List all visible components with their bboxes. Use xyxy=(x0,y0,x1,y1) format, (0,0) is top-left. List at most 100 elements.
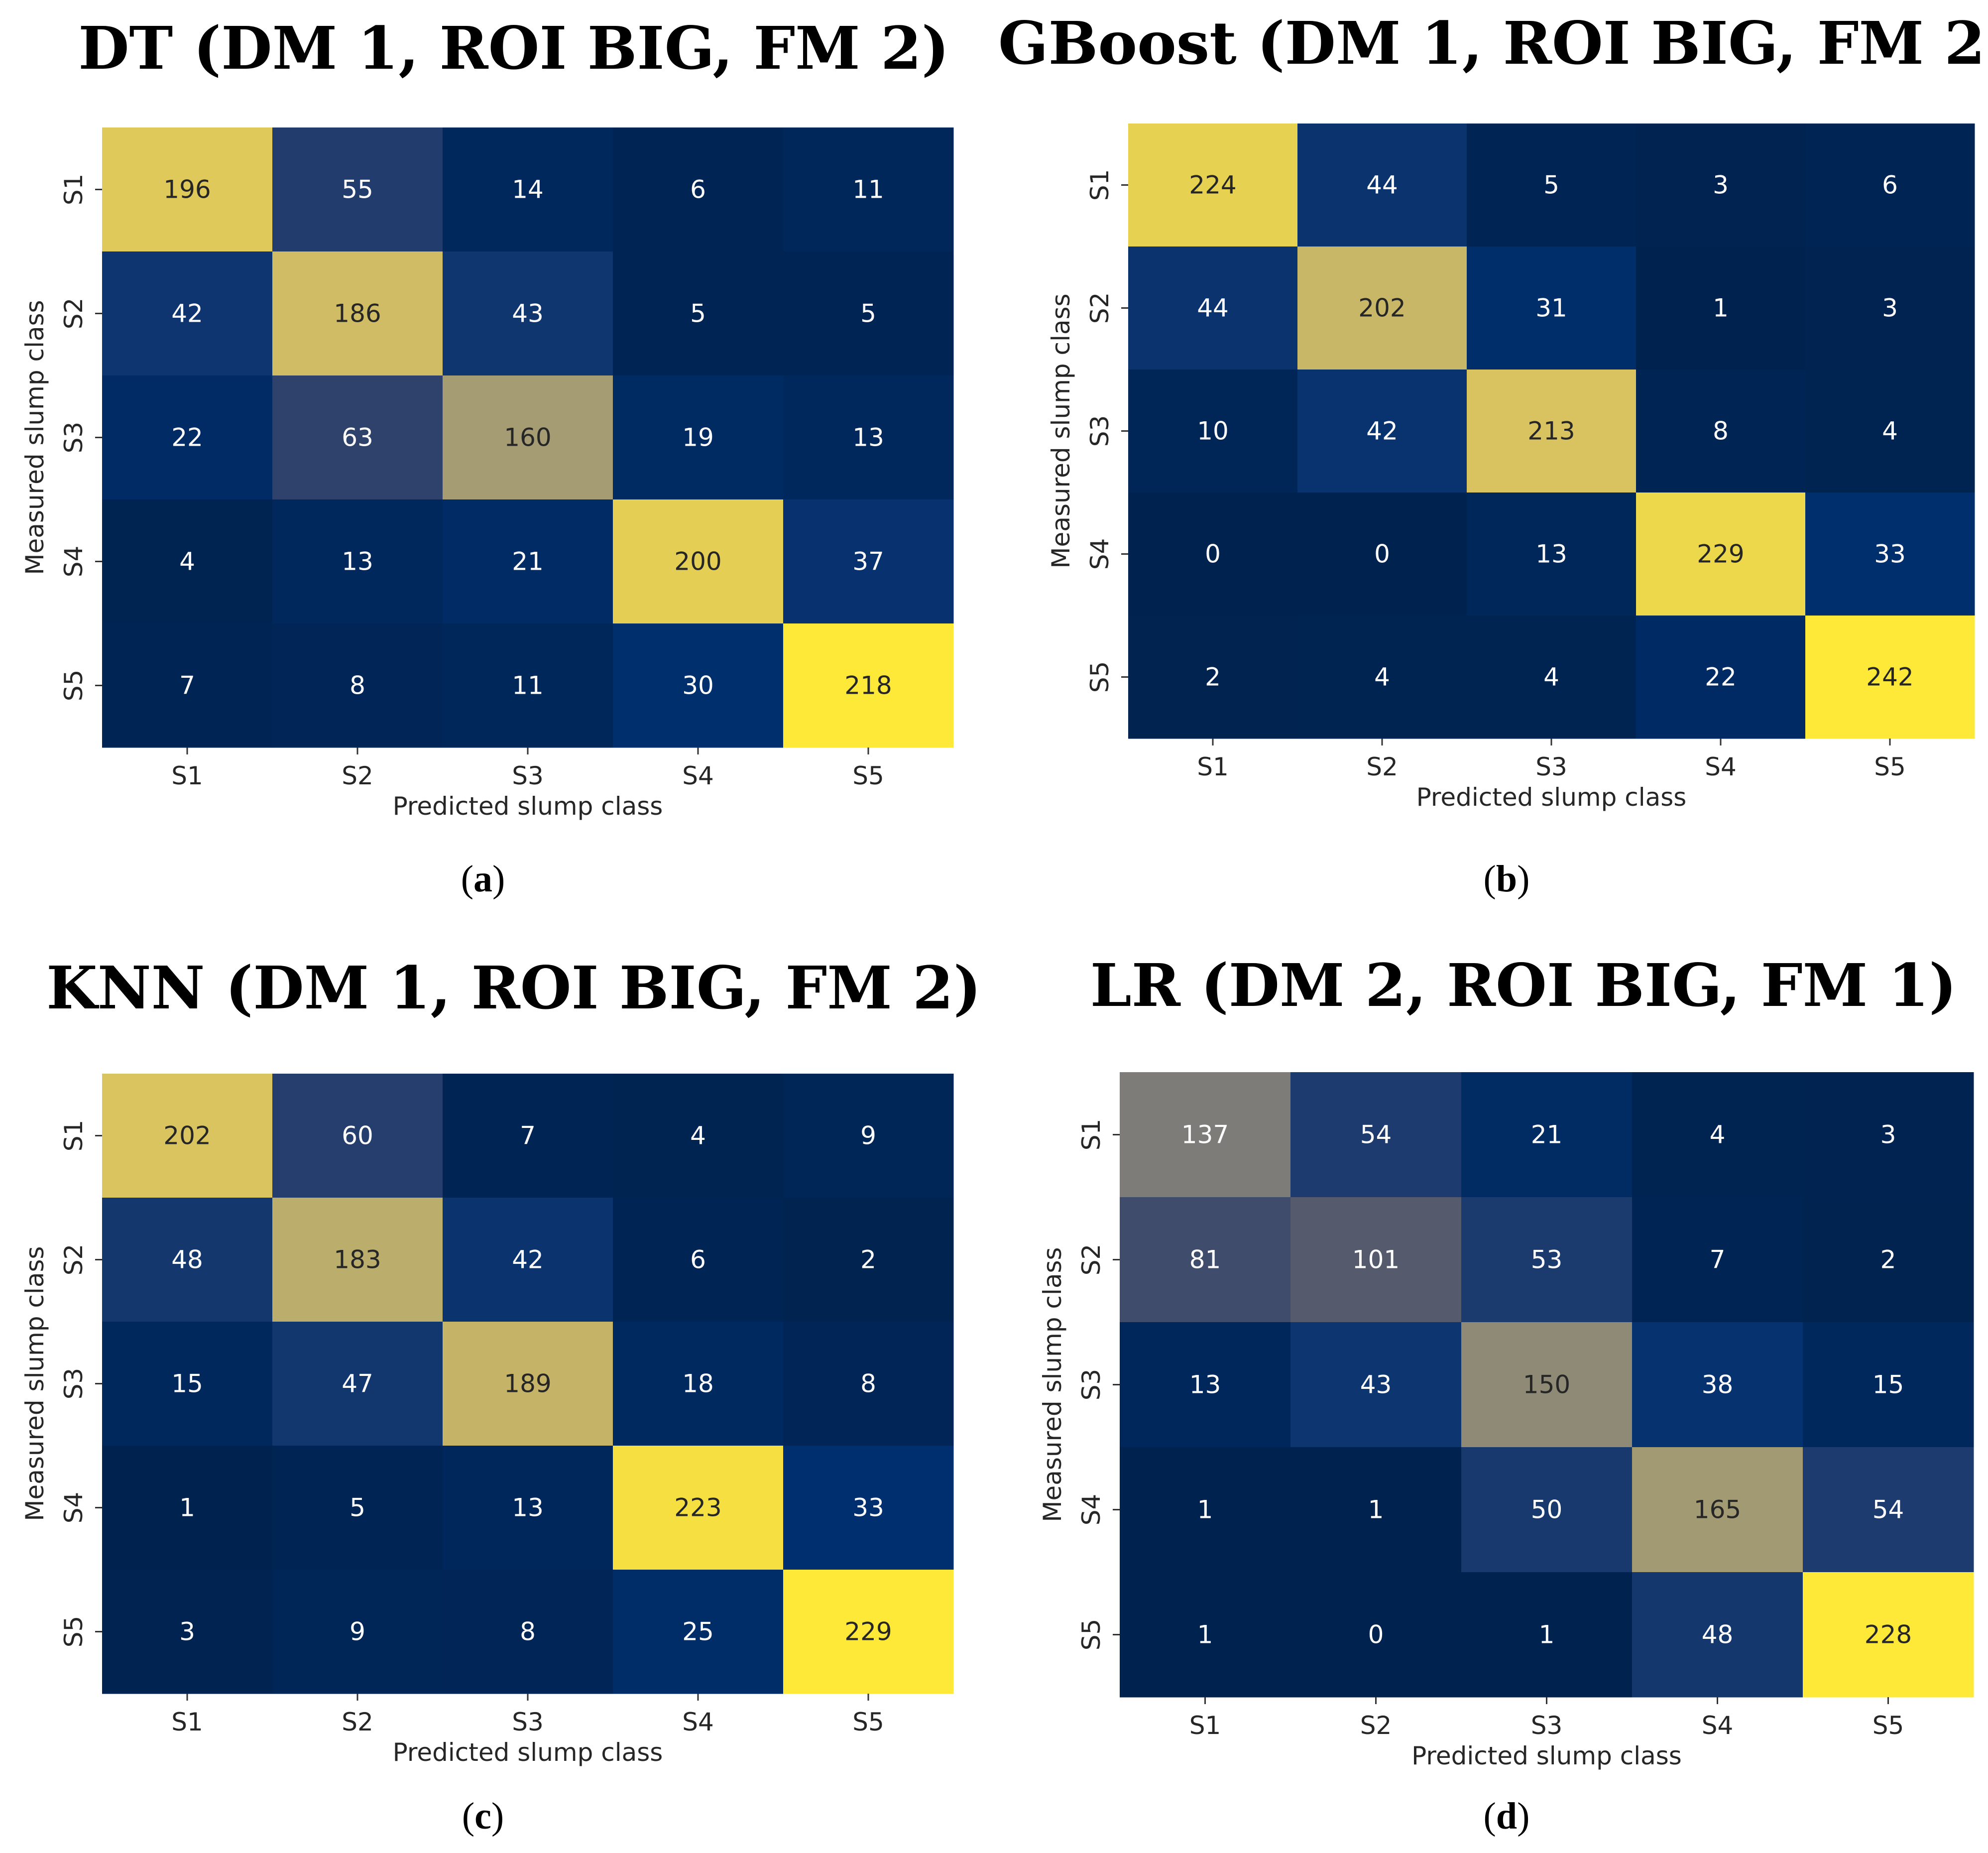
y-tick-label: S5 xyxy=(1077,1619,1106,1651)
cell-value-label: 1 xyxy=(1197,1495,1213,1524)
cell-value-label: 165 xyxy=(1694,1495,1741,1524)
cell-value-label: 21 xyxy=(1531,1120,1563,1149)
heatmap-cell xyxy=(443,1322,613,1446)
x-tick-label: S3 xyxy=(1535,752,1567,781)
heatmap-cell xyxy=(102,1198,273,1322)
heatmap-cell xyxy=(443,1074,613,1198)
cell-value-label: 13 xyxy=(512,1493,544,1522)
heatmap-cell xyxy=(443,127,613,252)
cell-value-label: 218 xyxy=(844,671,892,700)
heatmap-cell xyxy=(613,1446,784,1570)
heatmap-cell xyxy=(783,499,954,624)
y-tick-label: S3 xyxy=(1077,1369,1106,1401)
y-tick-label: S4 xyxy=(59,546,88,578)
heatmap-cell xyxy=(1461,1447,1633,1573)
cell-value-label: 42 xyxy=(512,1245,544,1274)
cell-value-label: 196 xyxy=(163,175,211,204)
heatmap-cell xyxy=(1636,370,1806,493)
x-axis-label: Predicted slump class xyxy=(393,792,663,821)
cell-value-label: 1 xyxy=(1368,1495,1384,1524)
heatmap-cell xyxy=(272,251,443,376)
cell-value-label: 54 xyxy=(1360,1120,1392,1149)
heatmap-cell xyxy=(783,1322,954,1446)
heatmap-cell xyxy=(1128,247,1298,370)
cell-value-label: 6 xyxy=(690,1245,706,1274)
x-axis-label: Predicted slump class xyxy=(1416,783,1687,812)
heatmap-cell xyxy=(613,127,784,252)
cell-value-label: 30 xyxy=(682,671,714,700)
heatmap-cell xyxy=(1467,616,1637,739)
x-tick-label: S5 xyxy=(1874,752,1906,781)
heatmap-cell xyxy=(1128,493,1298,616)
cell-value-label: 47 xyxy=(342,1369,373,1398)
heatmap-cell xyxy=(1632,1322,1803,1448)
heatmap-cell xyxy=(1805,370,1975,493)
cell-value-label: 1 xyxy=(179,1493,195,1522)
y-axis-label: Measured slump class xyxy=(20,300,49,575)
heatmap-cell xyxy=(102,623,273,748)
heatmap-cell xyxy=(783,251,954,376)
heatmap-cell xyxy=(443,251,613,376)
y-tick-label: S4 xyxy=(1085,538,1114,570)
cell-value-label: 4 xyxy=(1710,1120,1726,1149)
heatmap-cell xyxy=(1805,616,1975,739)
heatmap-cell xyxy=(272,1322,443,1446)
cell-value-label: 0 xyxy=(1368,1620,1384,1649)
heatmap-cell xyxy=(102,1322,273,1446)
cell-value-label: 186 xyxy=(334,299,381,328)
heatmap-cell xyxy=(272,499,443,624)
cell-value-label: 13 xyxy=(852,423,884,452)
heatmap-cell xyxy=(272,1570,443,1694)
cell-value-label: 101 xyxy=(1352,1245,1400,1274)
y-tick-label: S3 xyxy=(59,422,88,454)
cell-value-label: 1 xyxy=(1197,1620,1213,1649)
cell-value-label: 228 xyxy=(1865,1620,1912,1649)
x-tick-label: S5 xyxy=(1872,1711,1904,1740)
cell-value-label: 4 xyxy=(1374,663,1390,692)
cell-value-label: 10 xyxy=(1197,417,1229,446)
cell-value-label: 9 xyxy=(350,1617,365,1646)
x-tick-label: S5 xyxy=(852,761,884,790)
cell-value-label: 5 xyxy=(860,299,876,328)
confusion-matrix-panel-b: GBoost (DM 1, ROI BIG, FM 2)224 44 5 3 644 20… xyxy=(998,8,1988,900)
heatmap-cell xyxy=(1632,1447,1803,1573)
x-tick-label: S1 xyxy=(1189,1711,1221,1740)
heatmap-cell xyxy=(1128,124,1298,247)
x-tick-label: S3 xyxy=(512,761,544,790)
heatmap-cell xyxy=(1297,370,1467,493)
x-tick-label: S3 xyxy=(512,1708,544,1736)
heatmap-cell xyxy=(783,1570,954,1694)
heatmap-cell xyxy=(1290,1072,1462,1198)
heatmap-cell xyxy=(443,623,613,748)
heatmap-cell xyxy=(102,1074,273,1198)
heatmap-cell xyxy=(783,623,954,748)
heatmap-cell xyxy=(613,1074,784,1198)
cell-value-label: 25 xyxy=(682,1617,714,1646)
x-tick-label: S1 xyxy=(1197,752,1229,781)
y-tick-label: S4 xyxy=(59,1492,88,1524)
cell-value-label: 6 xyxy=(690,175,706,204)
confusion-matrix-panel-d: LR (DM 2, ROI BIG, FM 1)137 54 21 4 381 101 53… xyxy=(1038,951,1974,1837)
heatmap-cell xyxy=(1290,1572,1462,1698)
cell-value-label: 7 xyxy=(520,1121,536,1150)
heatmap-cell xyxy=(1805,124,1975,247)
heatmap-cell xyxy=(1803,1572,1974,1698)
cell-value-label: 33 xyxy=(1874,540,1906,569)
cell-value-label: 44 xyxy=(1366,171,1398,200)
cell-value-label: 4 xyxy=(1882,417,1898,446)
cell-value-label: 1 xyxy=(1713,294,1729,323)
cell-value-label: 7 xyxy=(179,671,195,700)
y-tick-label: S1 xyxy=(59,174,88,206)
heatmap-cell xyxy=(272,375,443,500)
heatmap-cell xyxy=(1803,1197,1974,1323)
cell-value-label: 223 xyxy=(674,1493,721,1522)
heatmap-cell xyxy=(1120,1447,1291,1573)
cell-value-label: 200 xyxy=(674,547,721,576)
x-tick-label: S5 xyxy=(852,1708,884,1736)
heatmap-cell xyxy=(102,375,273,500)
panel-label: (c) xyxy=(462,1795,504,1837)
cell-value-label: 242 xyxy=(1866,663,1913,692)
cell-value-label: 189 xyxy=(504,1369,551,1398)
heatmap-cell xyxy=(272,1446,443,1570)
cell-value-label: 15 xyxy=(1872,1370,1904,1399)
